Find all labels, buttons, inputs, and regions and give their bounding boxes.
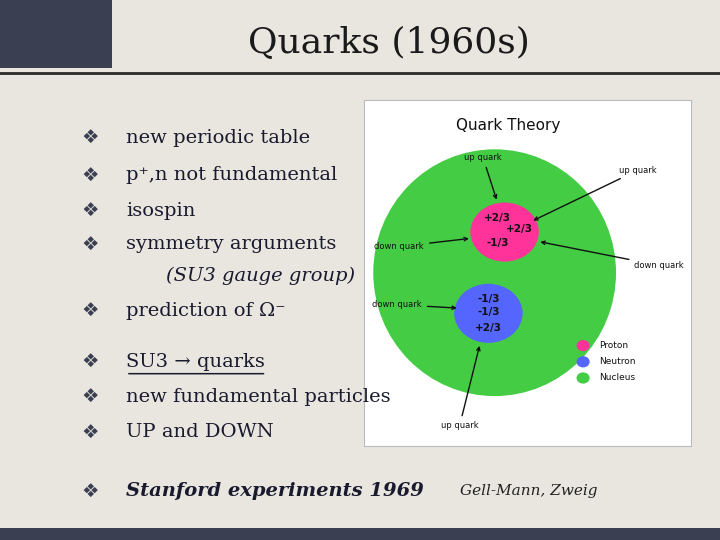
Bar (0, 528, 720, 540)
Text: down quark: down quark (374, 238, 467, 251)
Text: up quark: up quark (534, 166, 657, 220)
Text: down quark: down quark (541, 241, 684, 270)
Text: -1/3: -1/3 (477, 307, 500, 318)
Bar (0, 0, 112, 68)
Ellipse shape (577, 340, 590, 351)
Text: ❖: ❖ (81, 201, 99, 220)
Text: ❖: ❖ (81, 234, 99, 254)
Text: down quark: down quark (372, 300, 455, 309)
Text: -1/3: -1/3 (486, 238, 508, 248)
Ellipse shape (373, 150, 616, 396)
Text: +2/3: +2/3 (505, 225, 533, 234)
Text: Quarks (1960s): Quarks (1960s) (248, 26, 530, 60)
Text: Neutron: Neutron (599, 357, 636, 366)
Text: Proton: Proton (599, 341, 628, 350)
Text: UP and DOWN: UP and DOWN (126, 423, 274, 441)
Text: ❖: ❖ (81, 352, 99, 372)
Text: new periodic table: new periodic table (126, 129, 310, 147)
Text: (SU3 gauge group): (SU3 gauge group) (166, 266, 355, 285)
Text: ❖: ❖ (81, 482, 99, 501)
Text: p⁺,n not fundamental: p⁺,n not fundamental (126, 166, 337, 185)
Text: up quark: up quark (441, 347, 480, 430)
Text: ❖: ❖ (81, 387, 99, 407)
Text: ❖: ❖ (81, 301, 99, 320)
Text: isospin: isospin (126, 201, 195, 220)
Text: -1/3: -1/3 (477, 294, 500, 304)
Text: +2/3: +2/3 (475, 323, 502, 333)
Text: up quark: up quark (464, 153, 502, 198)
Text: Stanford experiments 1969: Stanford experiments 1969 (126, 482, 424, 501)
Text: ❖: ❖ (81, 128, 99, 147)
Ellipse shape (454, 284, 523, 343)
Text: ❖: ❖ (81, 166, 99, 185)
Ellipse shape (470, 202, 539, 261)
Text: ❖: ❖ (81, 422, 99, 442)
Text: SU3 → quarks: SU3 → quarks (126, 353, 265, 371)
Text: symmetry arguments: symmetry arguments (126, 235, 336, 253)
Bar (364, 100, 691, 446)
Text: Gell-Mann, Zweig: Gell-Mann, Zweig (461, 484, 598, 498)
Ellipse shape (577, 373, 590, 383)
Text: Nucleus: Nucleus (599, 374, 635, 382)
Text: +2/3: +2/3 (484, 213, 511, 222)
Text: new fundamental particles: new fundamental particles (126, 388, 391, 406)
Text: Quark Theory: Quark Theory (456, 118, 560, 133)
Text: prediction of Ω⁻: prediction of Ω⁻ (126, 301, 286, 320)
Ellipse shape (577, 356, 590, 367)
